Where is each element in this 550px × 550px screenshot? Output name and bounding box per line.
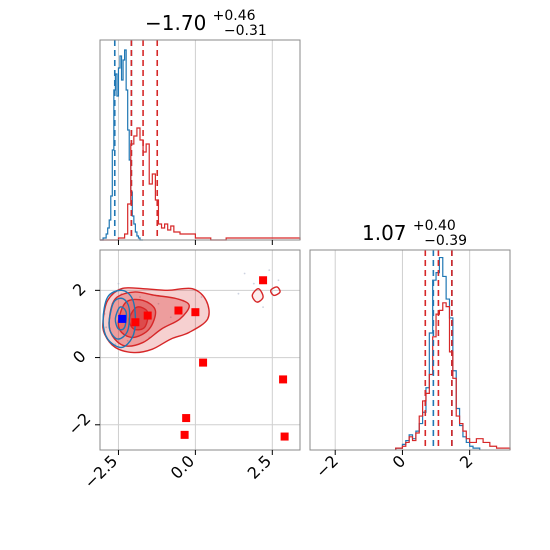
joint-sample-point: [252, 282, 255, 285]
marginal-y-panel: −2 0 2 1.07 +0.40 −0.39: [309, 211, 511, 482]
marginal-y-xtick-label-1: 0: [389, 451, 410, 472]
joint-sample-point: [114, 343, 117, 346]
joint-sample-point: [169, 316, 172, 319]
marginal-y-title-sup: +0.40: [413, 218, 456, 234]
marginal-x-hist-blue: [100, 49, 144, 241]
joint-xtick-label-0: −2.5: [80, 451, 121, 492]
joint-sample-point: [237, 292, 240, 295]
marginal-x-title-sup: +0.46: [213, 8, 256, 24]
marginal-y-histograms: [395, 256, 511, 450]
joint-red-contour-island2: [269, 286, 281, 297]
joint-sample-point: [105, 326, 108, 329]
joint-marker-red-6: [180, 430, 189, 439]
joint-marker-red-8: [279, 375, 288, 384]
joint-blue-contour-mid: [108, 297, 131, 340]
marginal-y-vlines: [424, 250, 453, 450]
joint-sample-point: [277, 279, 280, 282]
joint-marker-red-7: [259, 276, 268, 285]
joint-sample-point: [200, 296, 203, 298]
marginal-x-title-main: −1.70: [145, 11, 206, 35]
joint-sample-point: [157, 302, 160, 305]
joint-grid: [100, 250, 300, 450]
joint-y-ticks: −2 0 2: [64, 279, 100, 439]
joint-sample-point: [268, 269, 271, 272]
marginal-x-histograms: [100, 49, 301, 241]
joint-marker-red-0: [131, 318, 140, 327]
marginal-y-title: 1.07 +0.40 −0.39: [362, 211, 467, 249]
joint-marker-red-2: [174, 306, 183, 315]
joint-ytick-label-0: −2: [64, 409, 94, 439]
joint-sample-point: [262, 306, 264, 309]
marginal-x-title-sub: −0.31: [224, 23, 267, 39]
marginal-y-xtick-label-2: 2: [456, 451, 477, 472]
marginal-x-frame: [99, 39, 301, 241]
joint-markers: [118, 276, 289, 441]
joint-panel: −2.5 0.0 2.5 −2 0 2: [64, 249, 301, 492]
joint-marker-red-4: [199, 358, 208, 367]
joint-marker-red-1: [143, 311, 152, 320]
joint-ytick-label-1: 0: [69, 347, 90, 368]
marginal-y-title-sub: −0.39: [424, 233, 467, 249]
joint-x-ticks: −2.5 0.0 2.5: [80, 450, 275, 492]
marginal-x-hist-red: [100, 127, 301, 241]
marginal-y-grid: [334, 250, 471, 450]
joint-marker-blue: [118, 314, 127, 323]
joint-xtick-label-2: 2.5: [244, 451, 275, 482]
marginal-y-hist-red: [395, 302, 511, 450]
marginal-x-ticks: [117, 240, 273, 245]
marginal-y-xtick-label-0: −2: [312, 451, 342, 481]
joint-marker-red-9: [280, 432, 289, 441]
joint-xtick-label-1: 0.0: [167, 451, 198, 482]
joint-marker-red-5: [182, 414, 191, 423]
marginal-x-title: −1.70 +0.46 −0.31: [145, 1, 267, 39]
marginal-x-panel: −1.70 +0.46 −0.31: [99, 1, 301, 245]
joint-marker-red-3: [191, 308, 200, 317]
joint-sample-point: [139, 296, 141, 298]
joint-frame: [99, 249, 301, 451]
marginal-y-ticks: −2 0 2: [312, 450, 477, 482]
marginal-y-title-main: 1.07: [362, 221, 407, 245]
joint-ytick-label-2: 2: [69, 279, 90, 300]
marginal-y-frame: [309, 249, 511, 451]
joint-sample-point: [126, 339, 129, 342]
joint-red-contour-outer: [102, 287, 210, 354]
joint-sample-point: [243, 272, 246, 275]
joint-red-contour-island: [251, 287, 264, 303]
marginal-x-vlines: [113, 40, 159, 240]
joint-sample-point: [117, 282, 120, 285]
